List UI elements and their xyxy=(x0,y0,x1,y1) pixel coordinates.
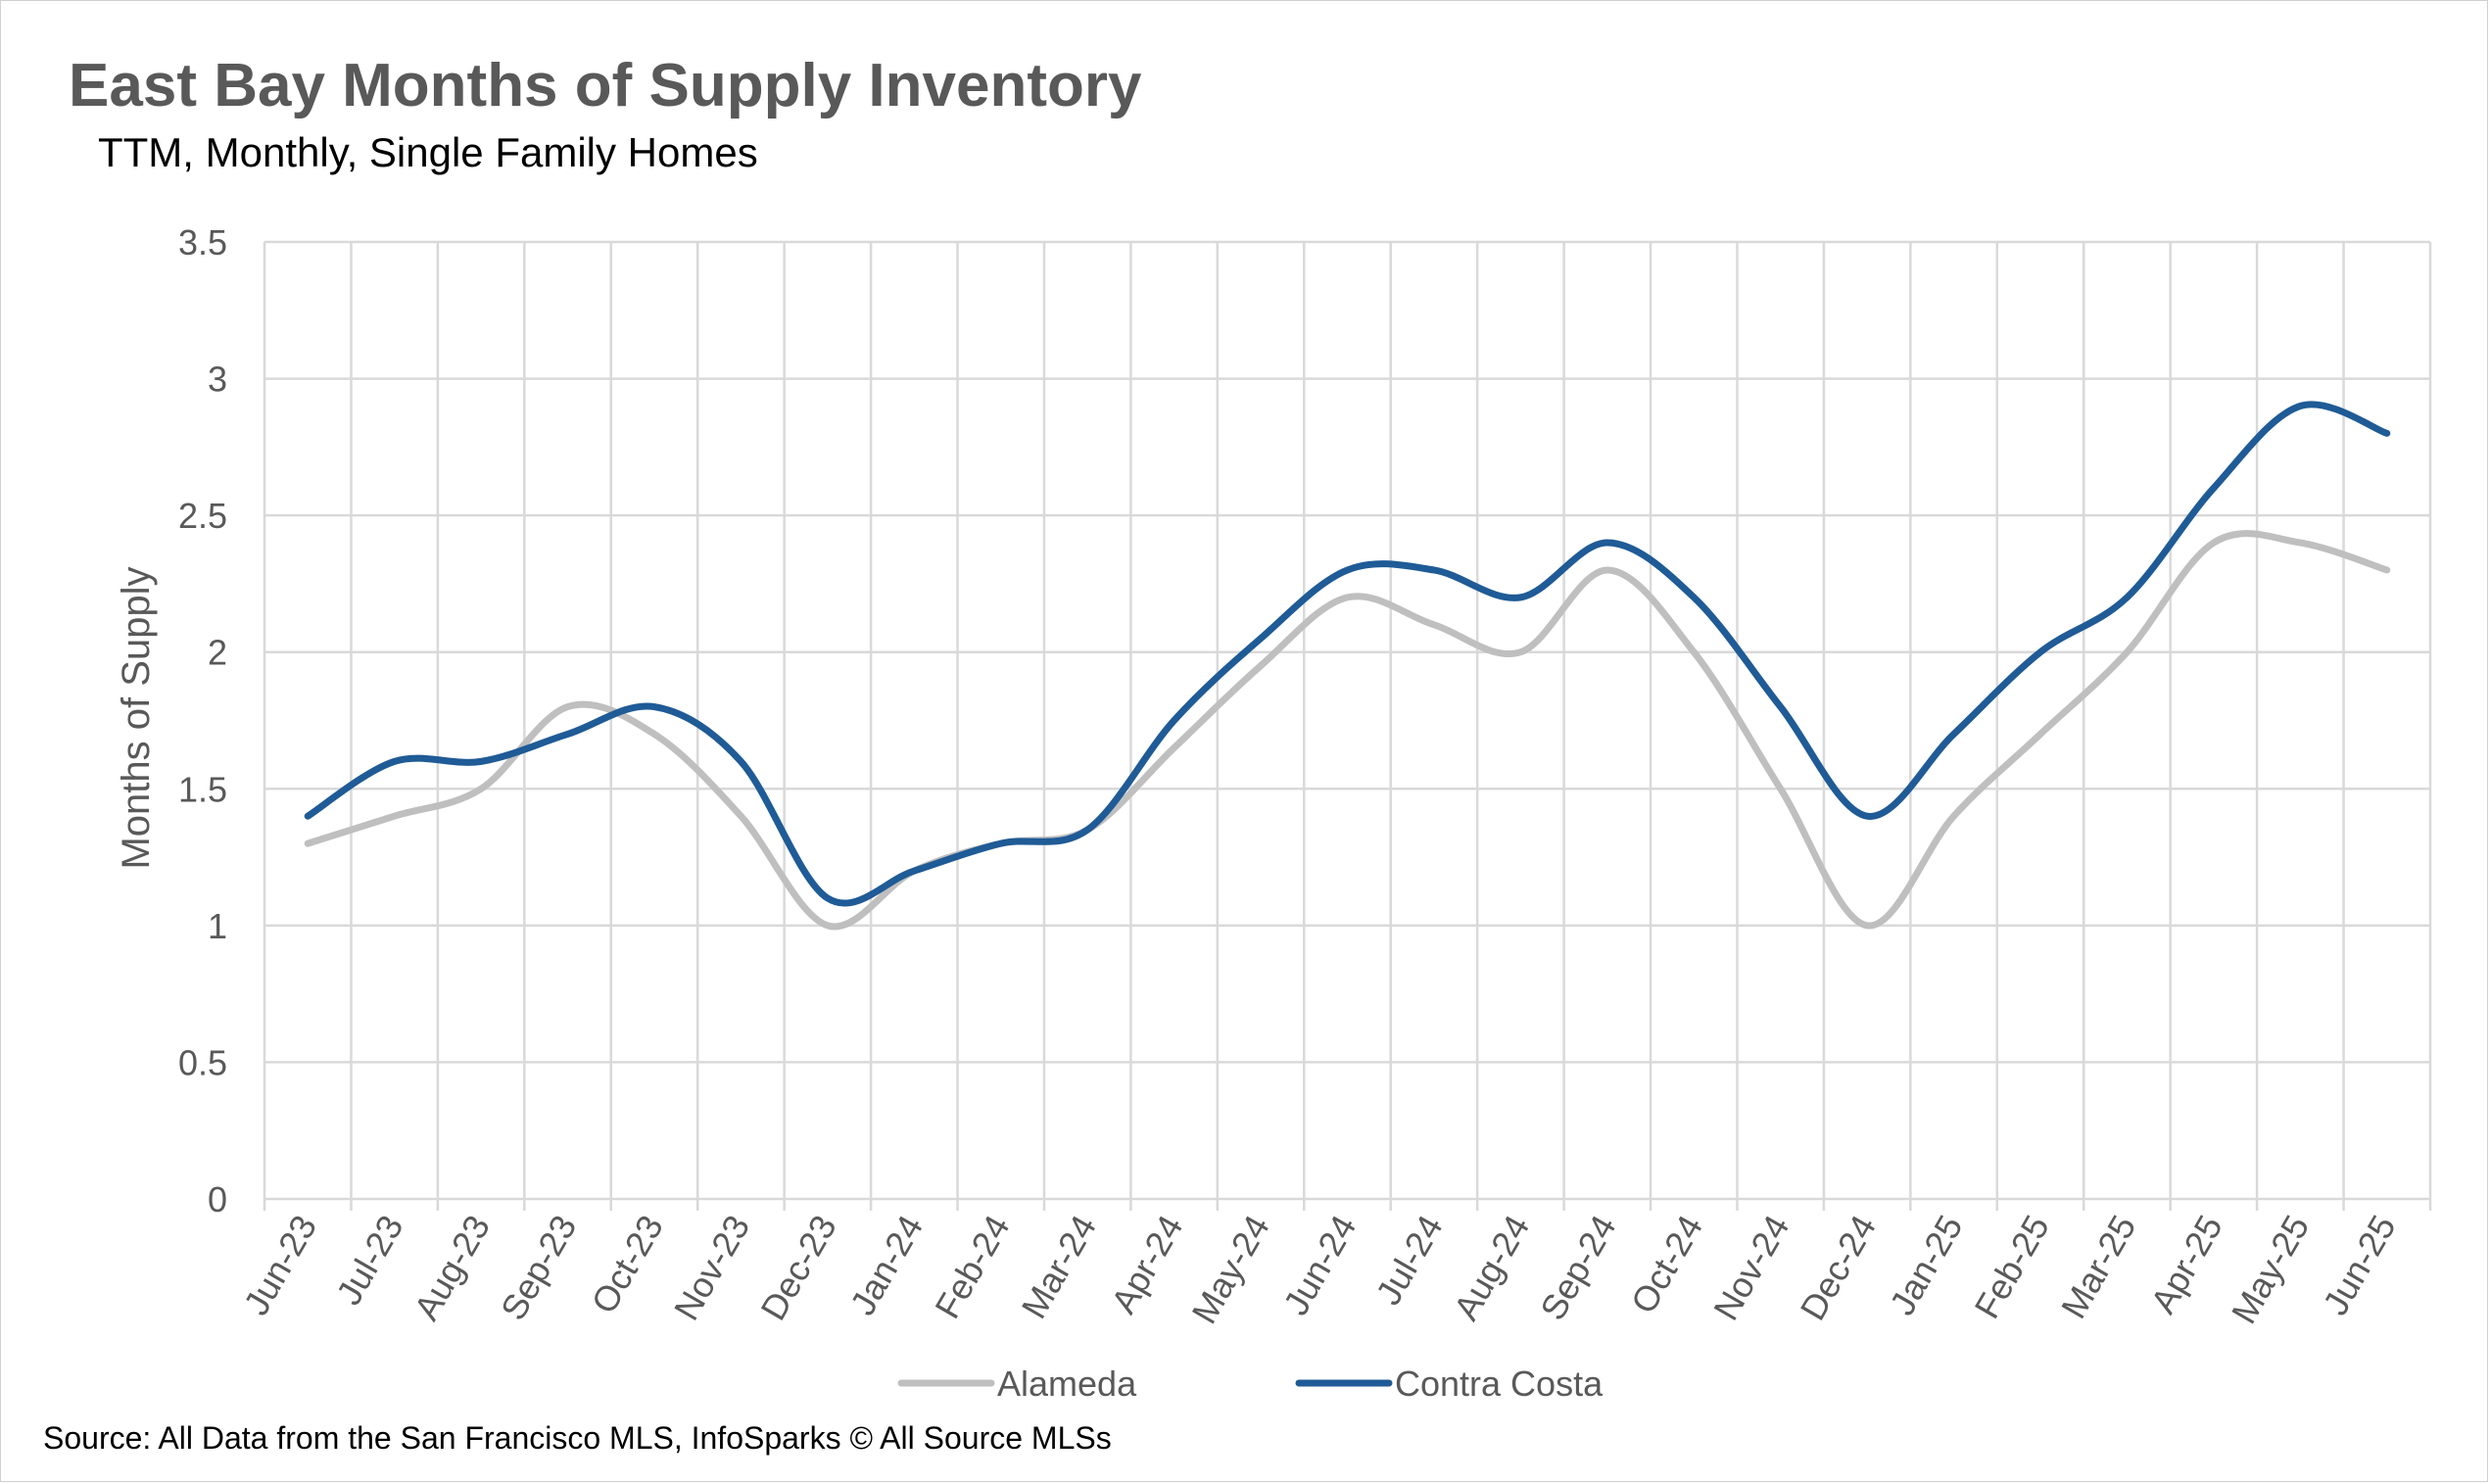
x-tick-label: Aug-24 xyxy=(1446,1209,1538,1327)
legend-label: Contra Costa xyxy=(1395,1364,1604,1404)
x-tick-label: Jul-24 xyxy=(1367,1209,1451,1312)
x-tick-label: Feb-24 xyxy=(927,1209,1018,1325)
series-lines xyxy=(304,401,2391,931)
chart-title: East Bay Months of Supply Inventory xyxy=(69,52,1142,120)
x-tick-label: May-25 xyxy=(2224,1209,2318,1330)
y-tick-label: 0 xyxy=(208,1179,227,1220)
y-tick-label: 3 xyxy=(208,359,227,400)
x-tick-label: Jan-24 xyxy=(842,1209,932,1322)
x-tick-label: Apr-24 xyxy=(1103,1209,1191,1320)
y-tick-label: 2 xyxy=(208,633,227,673)
x-tick-label: Jan-25 xyxy=(1882,1209,1971,1322)
x-axis-ticks: Jun-23 Jul-23Aug-23Sep-23Oct-23Nov-23Dec-… xyxy=(236,1209,2404,1330)
x-tick-label: Dec-24 xyxy=(1793,1209,1885,1327)
x-tick-label: Mar-25 xyxy=(2053,1209,2144,1325)
x-tick-label: May-24 xyxy=(1183,1209,1277,1330)
x-tick-label: Nov-23 xyxy=(666,1209,758,1327)
y-axis-label: Months of Supply xyxy=(115,566,158,869)
x-tick-label: Jun-23 xyxy=(236,1209,325,1322)
x-tick-label: Jun-25 xyxy=(2315,1209,2404,1322)
x-tick-label: Aug-23 xyxy=(406,1209,498,1327)
x-tick-label: Feb-25 xyxy=(1966,1209,2057,1325)
x-tick-label: Apr-25 xyxy=(2142,1209,2230,1320)
y-tick-label: 1.5 xyxy=(178,769,227,809)
x-tick-label: Nov-24 xyxy=(1705,1209,1797,1327)
legend-label: Alameda xyxy=(997,1364,1137,1404)
y-axis-ticks: 0 0.5 1 1.5 2 2.5 3 3.5 xyxy=(178,222,227,1220)
source-note: Source: All Data from the San Francisco … xyxy=(43,1420,1112,1456)
x-tick-label: Dec-23 xyxy=(752,1209,844,1327)
x-tick-label: Oct-23 xyxy=(583,1209,671,1320)
gridlines xyxy=(263,240,2432,1211)
x-tick-label: Oct-24 xyxy=(1623,1209,1711,1320)
y-tick-label: 0.5 xyxy=(178,1042,227,1082)
x-tick-label: Jul-23 xyxy=(328,1209,411,1312)
legend: Alameda Contra Costa xyxy=(897,1364,1604,1404)
y-tick-label: 1 xyxy=(208,906,227,946)
x-tick-label: Sep-24 xyxy=(1532,1209,1624,1327)
chart-subtitle: TTM, Monthly, Single Family Homes xyxy=(98,129,758,175)
series-line-alameda xyxy=(304,530,2391,931)
x-tick-label: Jun-24 xyxy=(1275,1209,1365,1322)
y-tick-label: 3.5 xyxy=(178,222,227,263)
y-tick-label: 2.5 xyxy=(178,496,227,536)
x-tick-label: Mar-24 xyxy=(1014,1209,1105,1325)
x-tick-label: Sep-23 xyxy=(493,1209,585,1327)
series-line-contra-costa xyxy=(304,401,2391,907)
